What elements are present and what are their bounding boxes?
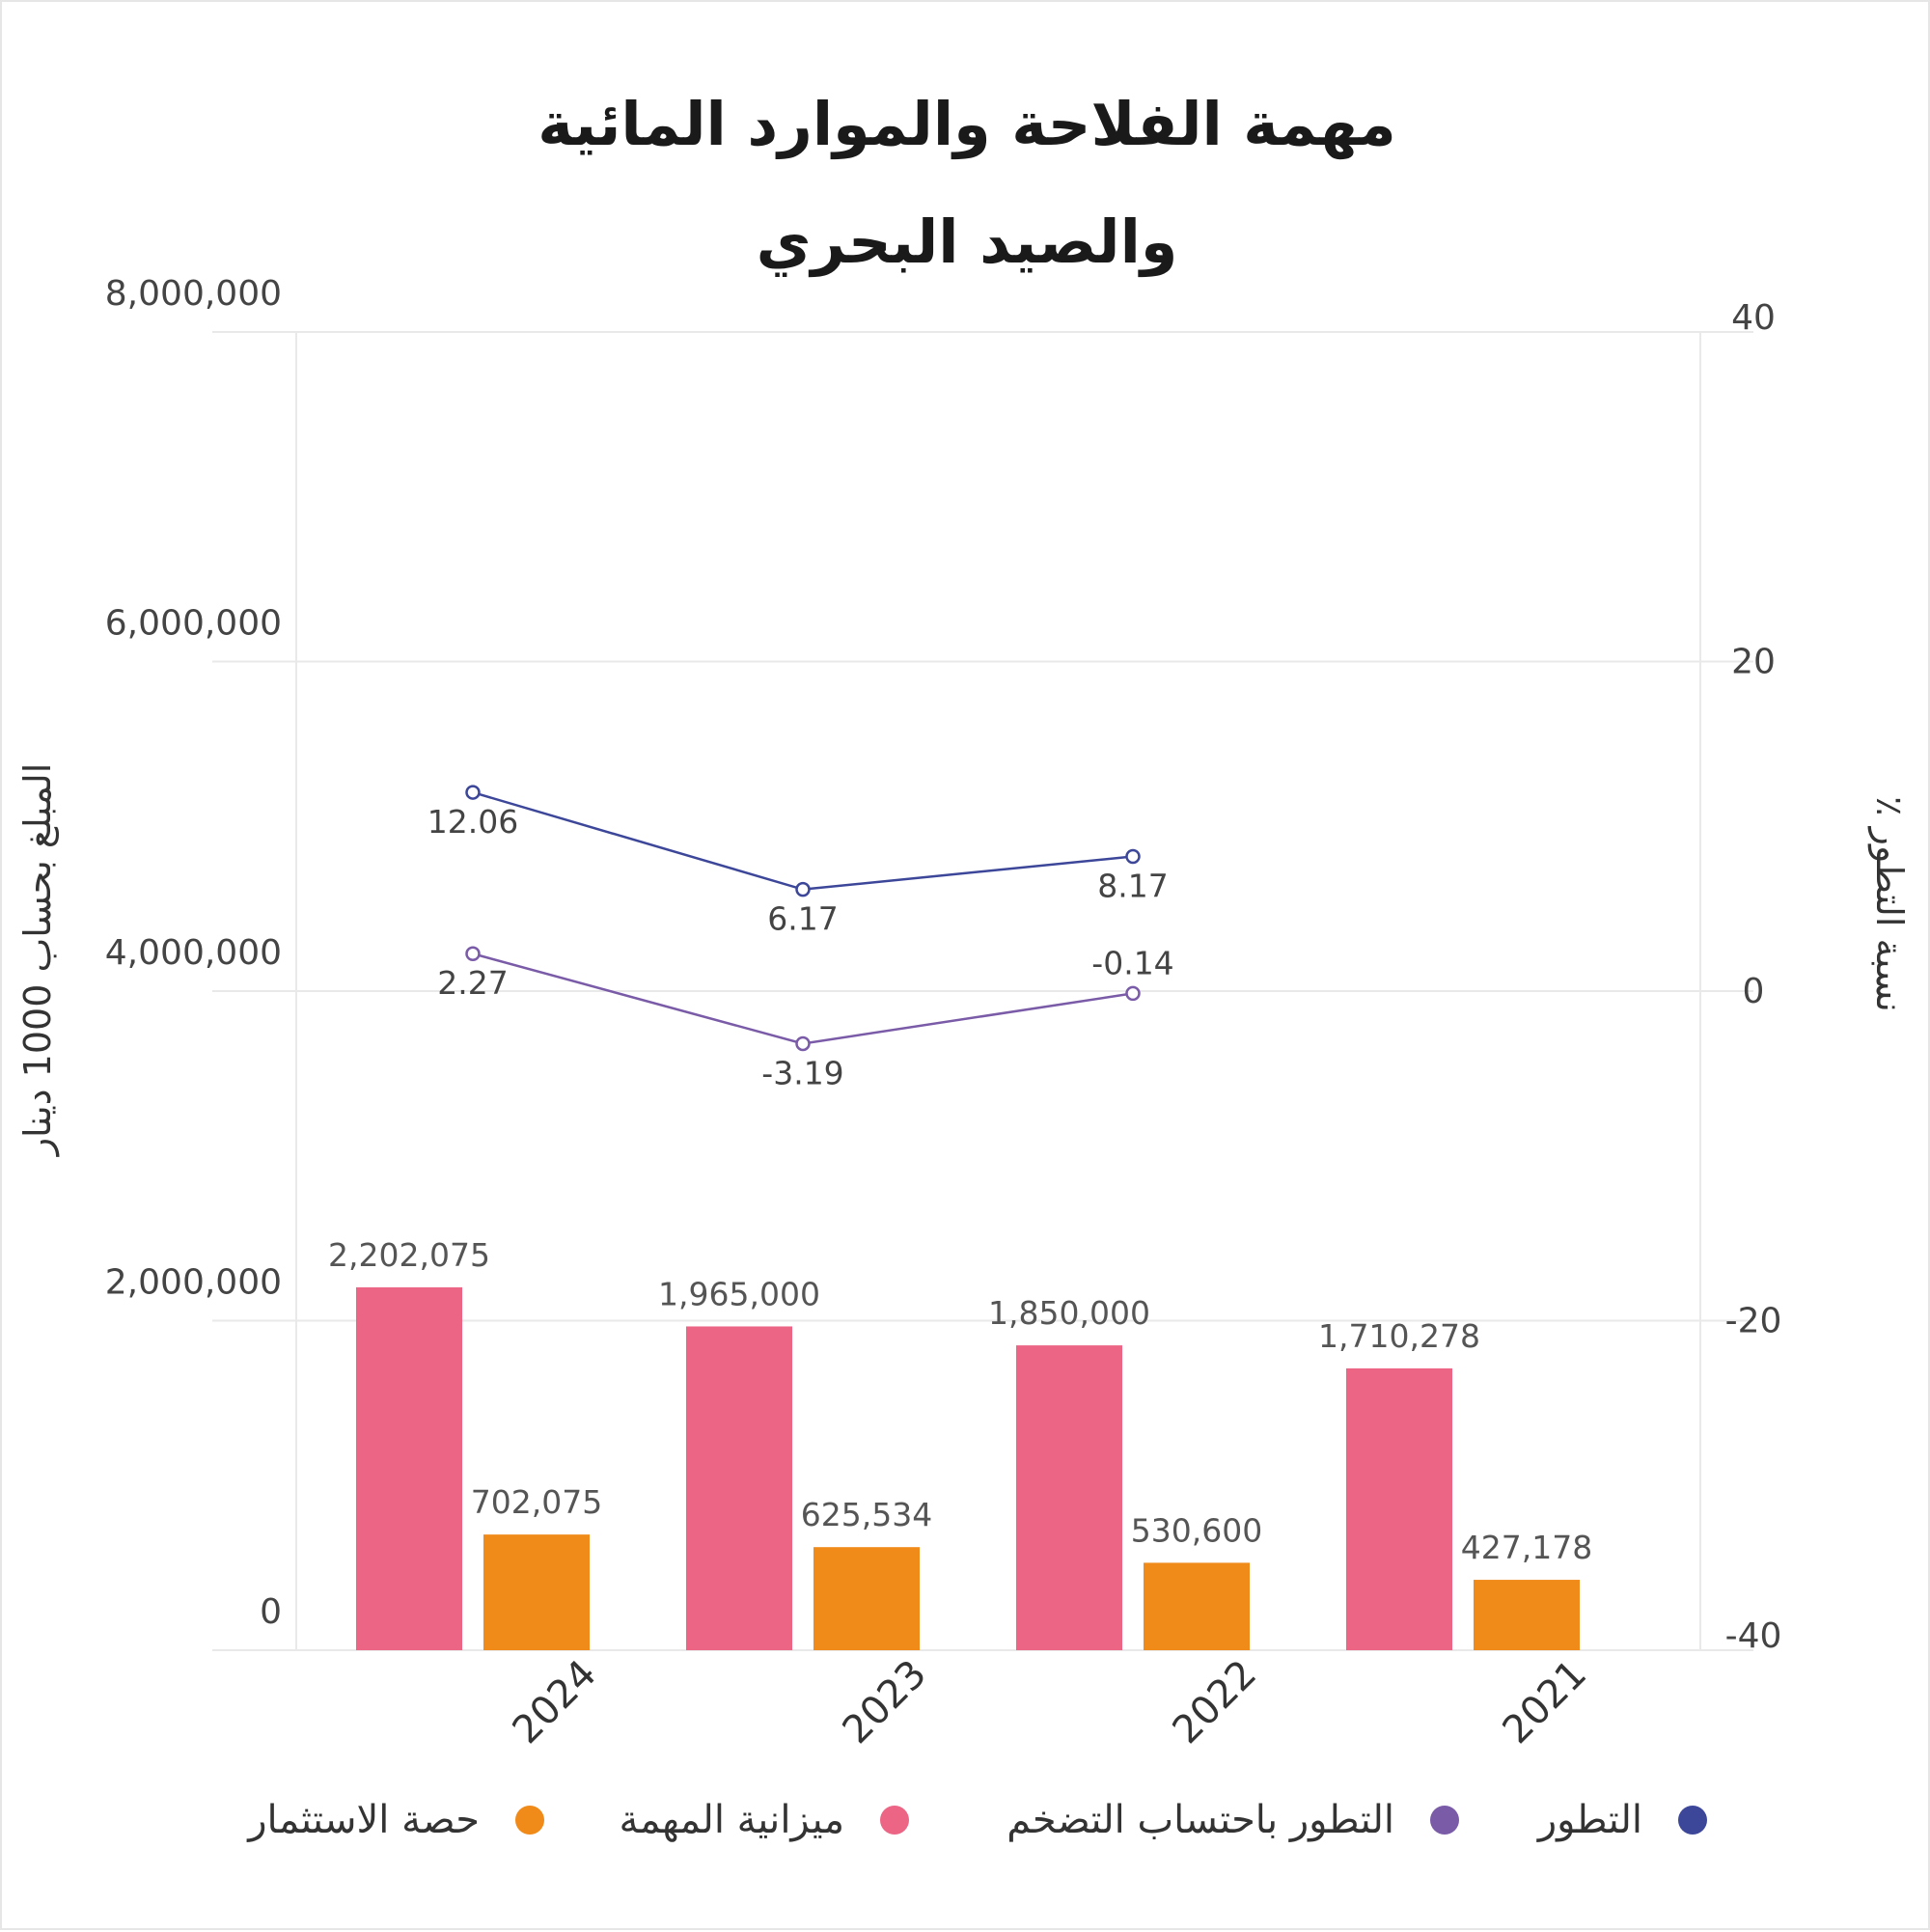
line-value-label: 6.17 (767, 900, 838, 938)
chart-title: مهمة الفلاحة والموارد المائية والصيد الب… (538, 89, 1396, 277)
line-growth-inflation (472, 952, 1134, 1045)
bar-value-label: 1,965,000 (658, 1275, 820, 1312)
right-axis-tick-label: -40 (1725, 1616, 1782, 1656)
bar-budget (686, 1326, 792, 1650)
x-axis-tick-label: 2021 (1495, 1652, 1596, 1753)
lines: 12.06 6.17 8.17 2.27 -3.19 -0.14 (427, 785, 1174, 1091)
legend-marker (1430, 1806, 1459, 1835)
legend-label: حصة الاستثمار (246, 1798, 480, 1842)
x-axis-tick-label: 2022 (1165, 1652, 1266, 1753)
bar-investment (1144, 1562, 1250, 1650)
bar-investment (483, 1534, 590, 1650)
bar-investment (1474, 1580, 1580, 1650)
legend-item: حصة الاستثمار (246, 1798, 544, 1842)
left-axis-tick-label: 2,000,000 (105, 1263, 282, 1303)
right-axis-title: ٪ نسبة التطور (1867, 796, 1911, 1012)
x-axis-ticks: 2024 2023 2022 2021 (505, 1652, 1596, 1753)
left-axis-tick-label: 0 (260, 1592, 282, 1632)
line-point (465, 785, 481, 800)
legend: التطور التطور باحتساب التضخم ميزانية المهم… (246, 1798, 1707, 1842)
right-axis-tick-label: 20 (1731, 643, 1776, 682)
line-point (795, 1035, 811, 1052)
bar-budget (356, 1286, 462, 1650)
line-point (795, 881, 811, 897)
line-value-label: -3.19 (761, 1054, 843, 1091)
line-value-label: 2.27 (437, 964, 508, 1002)
bar-value-label: 530,600 (1131, 1511, 1262, 1549)
legend-item: التطور باحتساب التضخم (1006, 1798, 1459, 1842)
left-axis-title: المبلغ بحساب 1000 دينار (16, 763, 60, 1158)
bar-value-label: 1,850,000 (988, 1294, 1150, 1332)
grid (212, 331, 1753, 1651)
left-axis-tick-label: 6,000,000 (105, 604, 282, 644)
legend-item: التطور (1536, 1798, 1707, 1842)
left-axis-tick-label: 4,000,000 (105, 933, 282, 973)
line-value-label: -0.14 (1091, 944, 1173, 981)
left-axis-ticks: 0 2,000,000 4,000,000 6,000,000 8,000,000 (105, 274, 282, 1632)
line-growth (472, 790, 1134, 891)
bar-value-label: 2,202,075 (328, 1236, 490, 1274)
legend-label: التطور (1536, 1798, 1642, 1842)
line-point (1125, 985, 1141, 1002)
line-value-label: 12.06 (427, 803, 518, 841)
bar-value-label: 1,710,278 (1318, 1317, 1480, 1355)
bar-value-label: 702,075 (471, 1483, 602, 1521)
bar-budget (1346, 1367, 1452, 1650)
bar-investment (813, 1547, 920, 1650)
legend-marker (1678, 1806, 1707, 1835)
legend-label: التطور باحتساب التضخم (1006, 1798, 1394, 1842)
left-axis-tick-label: 8,000,000 (105, 274, 282, 314)
legend-marker (880, 1806, 909, 1835)
legend-marker (515, 1806, 544, 1835)
line-point (465, 946, 481, 961)
right-axis-tick-label: 40 (1731, 298, 1776, 338)
right-axis-ticks: -40 -20 0 20 40 (1725, 298, 1782, 1656)
x-axis-tick-label: 2023 (835, 1652, 936, 1753)
right-axis-tick-label: -20 (1725, 1302, 1782, 1341)
legend-label: ميزانية المهمة (620, 1798, 844, 1842)
bar-budget (1016, 1345, 1122, 1650)
chart-title-line-2: والصيد البحري (757, 207, 1178, 277)
right-axis-tick-label: 0 (1743, 972, 1765, 1011)
bars: 2,202,075 702,075 1,965,000 625,534 1,850,00… (328, 1236, 1592, 1650)
x-axis-tick-label: 2024 (505, 1652, 606, 1753)
line-value-label: 8.17 (1097, 867, 1168, 904)
bar-value-label: 427,178 (1461, 1529, 1592, 1566)
legend-item: ميزانية المهمة (620, 1798, 909, 1842)
bar-value-label: 625,534 (801, 1496, 932, 1533)
chart-title-line-1: مهمة الفلاحة والموارد المائية (538, 89, 1396, 159)
line-point (1125, 848, 1141, 865)
